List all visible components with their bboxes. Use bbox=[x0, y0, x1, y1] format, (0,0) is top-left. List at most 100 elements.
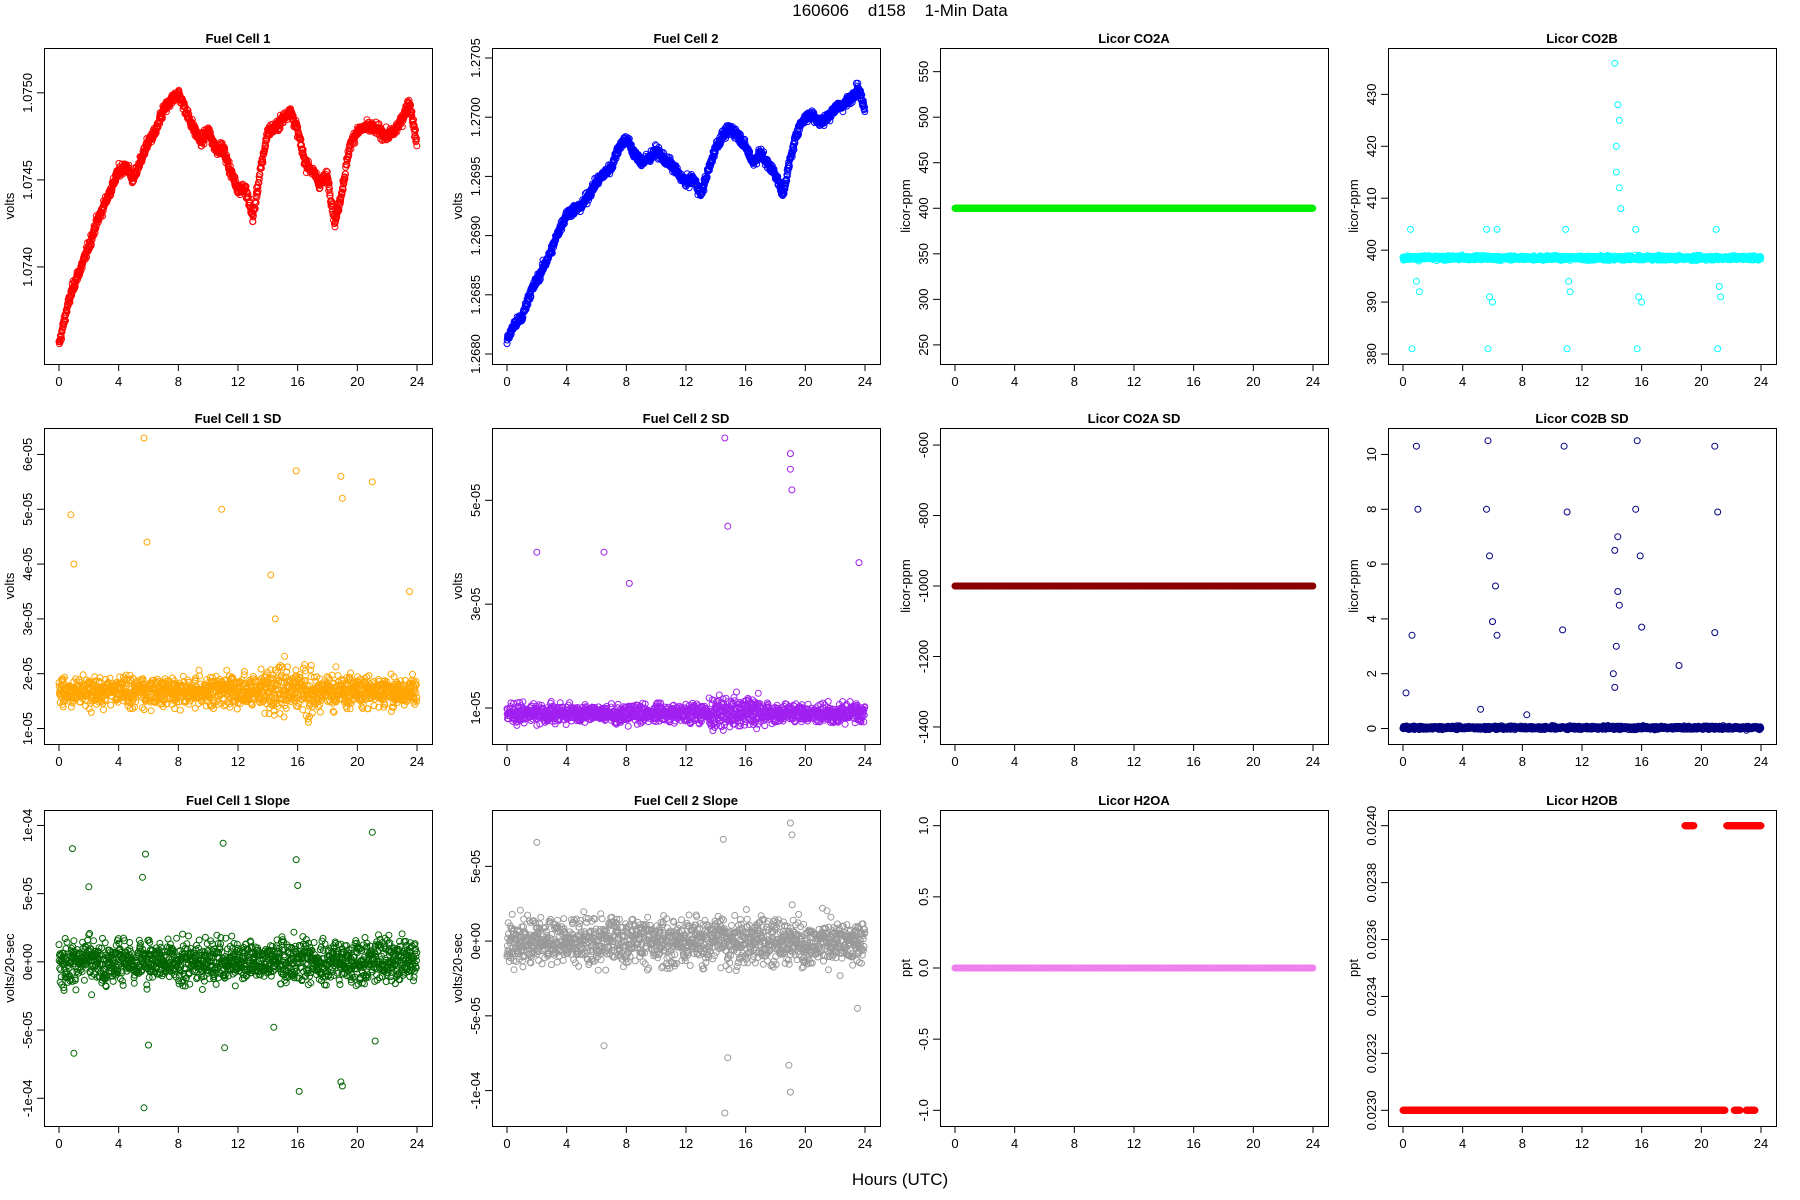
y-tick-label: 350 bbox=[916, 243, 931, 265]
data-point bbox=[255, 175, 263, 183]
data-point bbox=[293, 120, 301, 128]
data-point bbox=[58, 335, 65, 343]
panel-fuel-cell-1: Fuel Cell 10 4 8 12 16 20 241.07401.07451.0750… bbox=[2, 31, 433, 389]
data-point bbox=[292, 116, 300, 124]
y-tick-label: 1.2680 bbox=[468, 334, 483, 374]
x-tick-label: 20 bbox=[1246, 374, 1260, 389]
x-tick-label: 20 bbox=[350, 374, 364, 389]
data-points bbox=[503, 79, 869, 348]
y-tick-label: 1.0745 bbox=[20, 160, 35, 200]
panel-fuel-cell-2: Fuel Cell 20 4 8 12 16 20 241.26801.26851.2690… bbox=[450, 31, 881, 389]
data-point bbox=[259, 159, 267, 167]
data-point bbox=[231, 173, 239, 181]
data-point bbox=[57, 332, 65, 340]
data-point bbox=[91, 229, 99, 237]
x-tick-label: 12 bbox=[679, 374, 693, 389]
data-point bbox=[253, 190, 261, 198]
data-point bbox=[298, 141, 306, 149]
x-tick-label: 16 bbox=[290, 374, 304, 389]
x-tick-label: 8 bbox=[175, 374, 182, 389]
y-tick-label: 1.2690 bbox=[468, 216, 483, 256]
y-tick-label: 420 bbox=[1364, 135, 1379, 157]
y-axis-label: volts bbox=[450, 192, 465, 219]
x-tick-label: 20 bbox=[798, 374, 812, 389]
data-point bbox=[323, 168, 331, 176]
y-tick-label: 1.0740 bbox=[20, 247, 35, 287]
y-tick-label: 1.2685 bbox=[468, 275, 483, 315]
data-point bbox=[93, 222, 100, 229]
data-point bbox=[221, 144, 229, 152]
data-point bbox=[162, 108, 170, 116]
data-point bbox=[324, 175, 332, 183]
x-tick-label: 4 bbox=[563, 374, 570, 389]
x-tick-label: 0 bbox=[951, 374, 958, 389]
data-point bbox=[185, 110, 193, 118]
y-tick-label: 400 bbox=[1364, 239, 1379, 261]
x-tick-label: 24 bbox=[1306, 374, 1320, 389]
y-tick-label: 410 bbox=[1364, 187, 1379, 209]
x-tick-label: 0 bbox=[1399, 374, 1406, 389]
x-tick-label: 0 bbox=[55, 374, 62, 389]
panel-title: Licor CO2A bbox=[1098, 31, 1170, 46]
x-tick-label: 4 bbox=[1459, 374, 1466, 389]
y-tick-label: 1.2705 bbox=[468, 38, 483, 78]
y-tick-label: 400 bbox=[916, 197, 931, 219]
data-point bbox=[91, 226, 99, 234]
data-point bbox=[180, 99, 188, 107]
y-tick-label: 450 bbox=[916, 152, 931, 174]
x-tick-label: 16 bbox=[738, 374, 752, 389]
data-point bbox=[326, 184, 333, 192]
x-tick-label: 4 bbox=[115, 374, 122, 389]
data-point bbox=[71, 283, 79, 291]
data-point bbox=[324, 173, 331, 180]
panel-title: Fuel Cell 1 bbox=[205, 31, 270, 46]
data-point bbox=[76, 270, 84, 278]
data-point bbox=[87, 240, 95, 248]
data-points bbox=[55, 86, 421, 348]
x-tick-label: 20 bbox=[1694, 374, 1708, 389]
data-point bbox=[58, 328, 66, 336]
data-point bbox=[226, 162, 234, 170]
x-tick-label: 24 bbox=[858, 374, 872, 389]
data-point bbox=[261, 144, 269, 152]
data-point bbox=[175, 86, 183, 94]
x-tick-label: 16 bbox=[1634, 374, 1648, 389]
data-point bbox=[133, 169, 141, 177]
data-point bbox=[184, 107, 192, 114]
y-tick-label: 390 bbox=[1364, 291, 1379, 313]
y-tick-label: 430 bbox=[1364, 83, 1379, 105]
x-tick-label: 24 bbox=[1754, 374, 1768, 389]
y-axis-label: licor-ppm bbox=[1346, 179, 1361, 232]
data-point bbox=[254, 187, 262, 195]
x-tick-label: 8 bbox=[623, 374, 630, 389]
x-tick-label: 12 bbox=[1575, 374, 1589, 389]
data-point bbox=[253, 193, 261, 201]
x-tick-label: 4 bbox=[1011, 374, 1018, 389]
data-point bbox=[244, 190, 252, 198]
y-tick-label: 1.0750 bbox=[20, 73, 35, 113]
data-point bbox=[141, 150, 149, 158]
y-tick-label: 1.2695 bbox=[468, 157, 483, 197]
data-point bbox=[61, 317, 69, 325]
x-tick-label: 8 bbox=[1071, 374, 1078, 389]
y-tick-label: 500 bbox=[916, 106, 931, 128]
data-point bbox=[179, 98, 187, 106]
data-point bbox=[68, 291, 76, 299]
data-point bbox=[92, 225, 100, 232]
y-tick-label: 1.2700 bbox=[468, 97, 483, 137]
panel-title: Fuel Cell 2 bbox=[653, 31, 718, 46]
y-tick-label: 300 bbox=[916, 289, 931, 311]
data-points bbox=[951, 204, 1317, 212]
x-tick-label: 24 bbox=[410, 374, 424, 389]
data-point bbox=[252, 199, 260, 207]
panel-title: Licor CO2B bbox=[1546, 31, 1618, 46]
y-axis-label: licor-ppm bbox=[898, 179, 913, 232]
data-point bbox=[254, 183, 262, 191]
data-point bbox=[59, 324, 66, 332]
y-axis-label: volts bbox=[2, 192, 17, 219]
figure-title: 160606 d158 1-Min Data bbox=[792, 1, 1008, 20]
